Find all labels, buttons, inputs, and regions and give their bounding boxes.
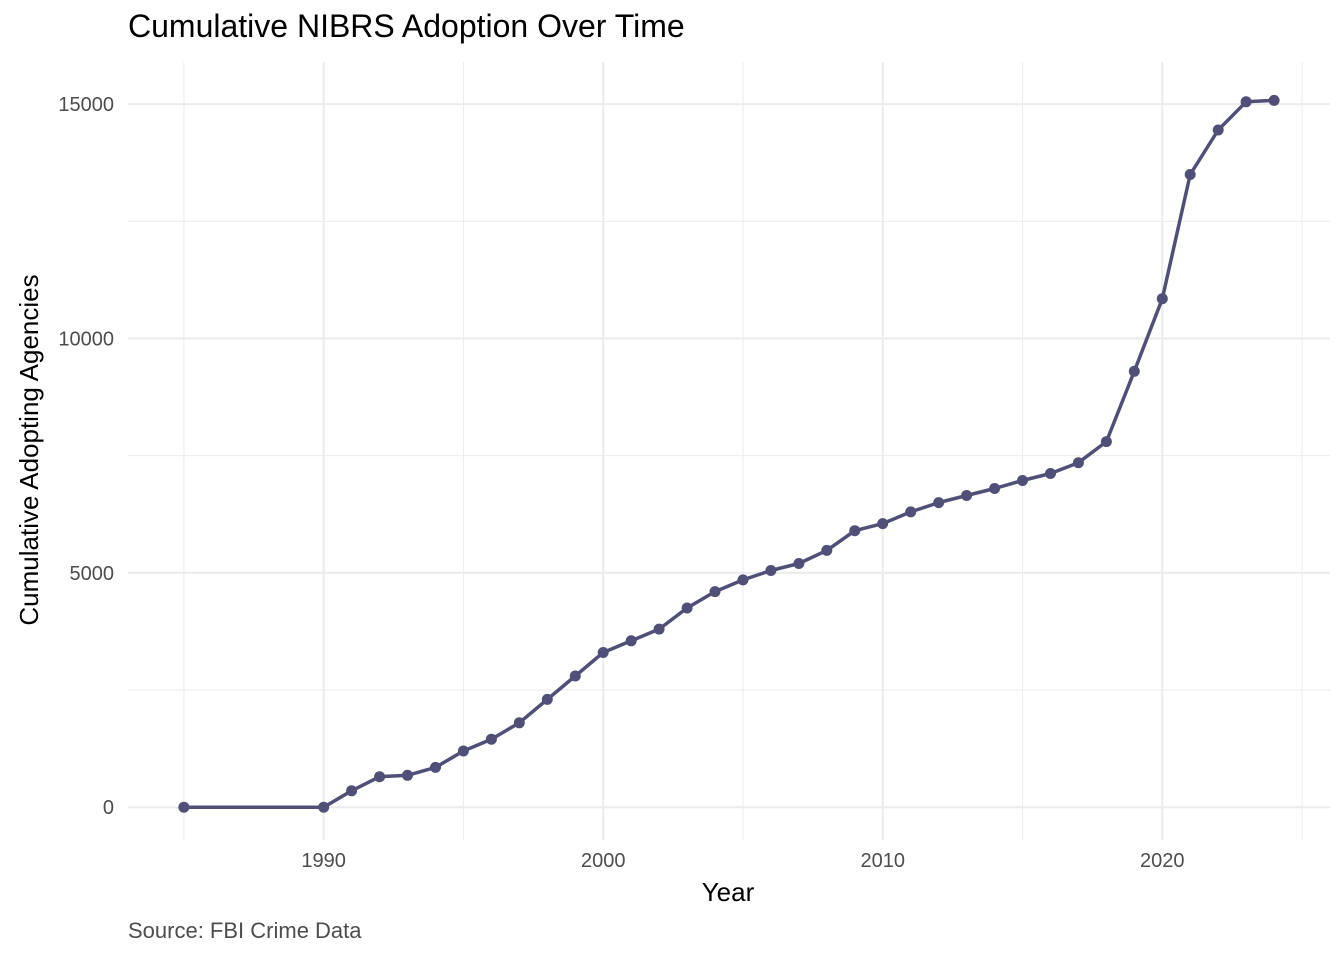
- y-tick-label: 15000: [58, 94, 114, 116]
- data-point: [933, 497, 945, 509]
- data-point: [821, 544, 833, 556]
- data-point: [681, 602, 693, 614]
- data-point: [541, 693, 553, 705]
- minor-gridlines: [128, 62, 1330, 840]
- data-point: [1017, 475, 1028, 486]
- data-point: [1184, 169, 1196, 180]
- data-point: [1240, 96, 1252, 108]
- major-gridlines: [128, 62, 1330, 840]
- data-point: [625, 635, 637, 647]
- y-tick-label: 10000: [58, 329, 114, 351]
- data-point: [709, 586, 721, 598]
- data-point: [346, 785, 358, 797]
- data-point: [1212, 124, 1224, 136]
- data-point: [1072, 457, 1084, 469]
- data-point: [402, 769, 413, 781]
- x-tick-label: 1990: [301, 850, 346, 872]
- data-point: [374, 771, 386, 783]
- data-point: [485, 733, 497, 745]
- data-point: [597, 647, 609, 658]
- x-tick-label: 2020: [1140, 850, 1185, 872]
- data-point: [1128, 365, 1140, 377]
- data-point: [765, 565, 777, 576]
- series-layer: [178, 94, 1280, 813]
- data-point: [569, 670, 581, 682]
- x-tick-label: 2010: [860, 850, 905, 872]
- data-point: [1156, 293, 1168, 305]
- data-point: [318, 801, 330, 813]
- data-point: [905, 506, 917, 518]
- chart-caption: Source: FBI Crime Data: [128, 918, 362, 943]
- data-point: [513, 717, 525, 729]
- y-tick-label: 0: [103, 797, 114, 819]
- y-axis-title: Cumulative Adopting Agencies: [14, 274, 44, 625]
- data-point: [430, 761, 441, 773]
- data-point: [849, 525, 861, 537]
- data-point: [1268, 94, 1280, 106]
- x-axis-ticks: 1990 2000 2010 2020: [301, 850, 1184, 872]
- data-point: [178, 801, 190, 813]
- data-point: [737, 574, 749, 586]
- data-point: [989, 483, 1001, 494]
- data-point: [793, 558, 805, 569]
- x-axis-title: Year: [702, 877, 755, 907]
- data-point: [457, 745, 469, 757]
- series-line: [182, 98, 1276, 809]
- data-point: [1045, 468, 1056, 479]
- x-tick-label: 2000: [581, 850, 626, 872]
- y-axis-ticks: 0 5000 10000 15000: [58, 94, 114, 819]
- data-point: [877, 518, 889, 530]
- data-point: [1100, 436, 1112, 448]
- data-point: [653, 623, 665, 635]
- data-point: [961, 490, 973, 501]
- y-tick-label: 5000: [70, 563, 115, 585]
- chart-title: Cumulative NIBRS Adoption Over Time: [128, 8, 685, 44]
